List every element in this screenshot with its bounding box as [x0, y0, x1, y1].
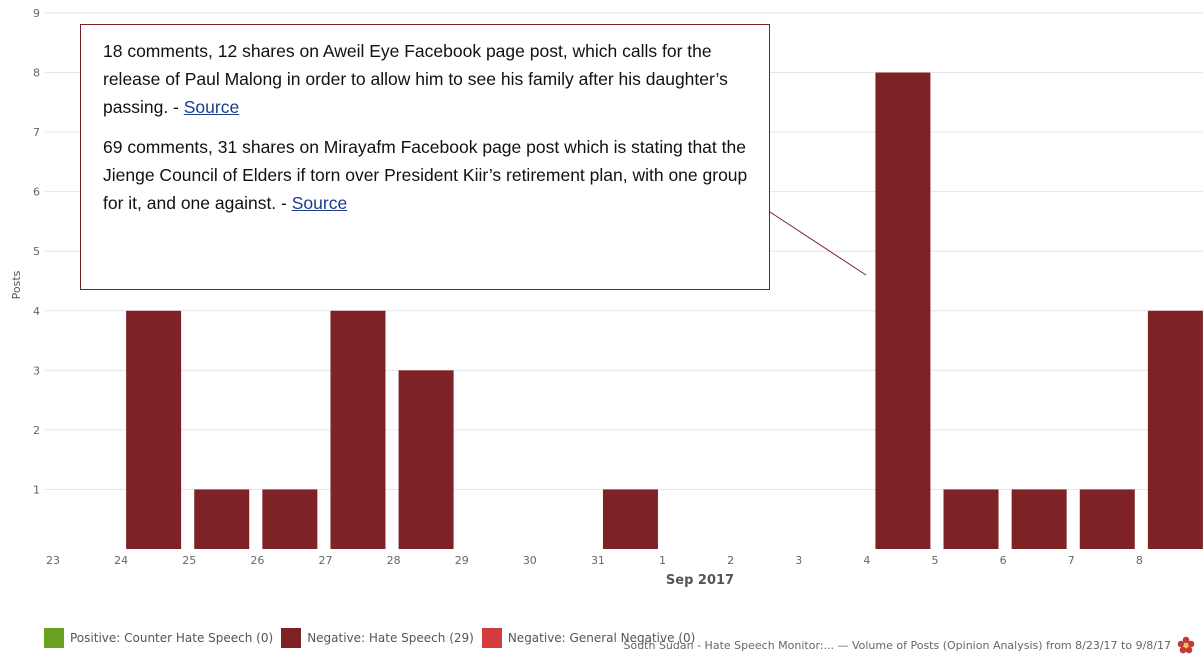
y-tick-label: 6: [33, 186, 40, 199]
y-tick-label: 9: [33, 7, 40, 20]
x-tick-label: 26: [250, 554, 264, 567]
bar-5[interactable]: [943, 489, 999, 549]
legend-item-general-negative[interactable]: Negative: General Negative (0): [481, 628, 696, 648]
x-tick-label: 23: [46, 554, 60, 567]
annotation-paragraph-2: 69 comments, 31 shares on Mirayafm Faceb…: [103, 133, 749, 217]
y-tick-label: 5: [33, 245, 40, 258]
bar-6[interactable]: [1011, 489, 1067, 549]
bar-4[interactable]: [875, 72, 931, 550]
bar-26[interactable]: [262, 489, 318, 549]
legend-swatch-red: [481, 628, 502, 648]
x-tick-label: 30: [523, 554, 537, 567]
bar-7[interactable]: [1079, 489, 1135, 549]
x-tick-label: 5: [932, 554, 939, 567]
annotation-paragraph-1: 18 comments, 12 shares on Aweil Eye Face…: [103, 37, 749, 121]
flower-logo-icon: [1177, 636, 1195, 654]
x-tick-label: 1: [659, 554, 666, 567]
y-tick-label: 3: [33, 364, 40, 377]
annotation-box: 18 comments, 12 shares on Aweil Eye Face…: [80, 24, 770, 290]
x-axis-month-label: Sep 2017: [666, 573, 734, 588]
x-tick-label: 3: [795, 554, 802, 567]
x-tick-label: 31: [591, 554, 605, 567]
y-tick-label: 8: [33, 67, 40, 80]
bar-31[interactable]: [602, 489, 658, 549]
x-tick-label: 28: [387, 554, 401, 567]
footer: South Sudan - Hate Speech Monitor:... — …: [623, 636, 1195, 654]
legend-swatch-dark-red: [281, 628, 302, 648]
legend-label: Positive: Counter Hate Speech (0): [70, 631, 274, 645]
x-tick-label: 25: [182, 554, 196, 567]
x-tick-label: 27: [318, 554, 332, 567]
bar-8[interactable]: [1147, 310, 1203, 549]
y-tick-label: 2: [33, 424, 40, 437]
x-tick-label: 8: [1136, 554, 1143, 567]
y-axis-label: Posts: [10, 270, 23, 299]
footer-text: South Sudan - Hate Speech Monitor:... — …: [623, 638, 1171, 652]
legend-label: Negative: Hate Speech (29): [307, 631, 474, 645]
x-tick-label: 7: [1068, 554, 1075, 567]
legend-item-counter-hate-speech[interactable]: Positive: Counter Hate Speech (0): [44, 628, 273, 648]
x-tick-label: 29: [455, 554, 469, 567]
bar-24[interactable]: [126, 310, 182, 549]
x-tick-label: 24: [114, 554, 128, 567]
y-axis-ticks: 1 2 3 4 5 6 7 8 9: [33, 7, 40, 496]
x-tick-label: 6: [1000, 554, 1007, 567]
legend: Positive: Counter Hate Speech (0) Negati…: [44, 628, 703, 648]
y-tick-label: 1: [33, 483, 40, 496]
source-link-2[interactable]: Source: [291, 193, 348, 213]
source-link-1[interactable]: Source: [183, 97, 240, 117]
legend-label: Negative: General Negative (0): [507, 631, 696, 645]
x-axis-ticks: 23 24 25 26 27 28 29 30 31 1 2 3 4 5 6 7 8: [46, 554, 1143, 567]
bars: [126, 72, 1203, 550]
legend-swatch-green: [44, 628, 64, 648]
legend-item-hate-speech[interactable]: Negative: Hate Speech (29): [281, 628, 474, 648]
x-tick-label: 2: [727, 554, 734, 567]
bar-28[interactable]: [398, 370, 454, 549]
annotation-text-2: 69 comments, 31 shares on Mirayafm Faceb…: [103, 137, 748, 213]
y-tick-label: 7: [33, 126, 40, 139]
bar-25[interactable]: [194, 489, 250, 549]
x-tick-label: 4: [863, 554, 870, 567]
annotation-text-1: 18 comments, 12 shares on Aweil Eye Face…: [103, 41, 728, 117]
y-tick-label: 4: [33, 305, 40, 318]
annotation-connector: [769, 211, 867, 276]
bar-27[interactable]: [330, 310, 386, 549]
